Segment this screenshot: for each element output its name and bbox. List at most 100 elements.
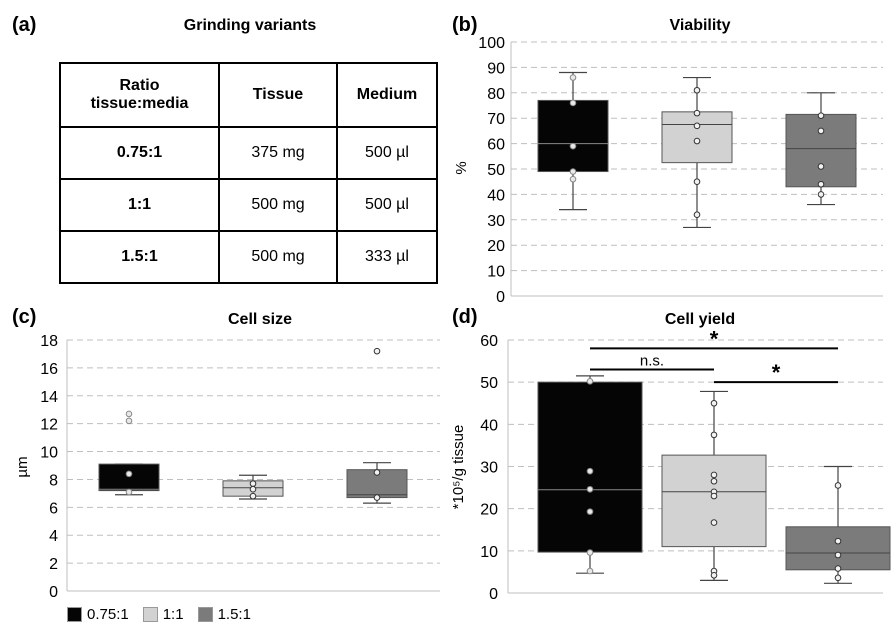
box-rect [661, 111, 733, 164]
data-point [817, 112, 825, 119]
y-tick-label: 60 [480, 333, 498, 350]
table-row: 1.5:1 500 mg 333 µl [59, 230, 438, 284]
panel-a-label: (a) [12, 14, 37, 36]
data-point [249, 480, 257, 487]
legend: 0.75:1 1:1 1.5:1 [67, 606, 265, 623]
table-cell-ratio: 0.75:1 [59, 126, 220, 180]
legend-swatch [67, 607, 82, 622]
panel-c-label: (c) [12, 306, 37, 328]
data-point [586, 549, 594, 556]
table-header-tissue: Tissue [218, 62, 338, 128]
y-tick-label: 20 [487, 238, 505, 255]
y-tick-label: 0 [496, 289, 505, 306]
data-point [693, 178, 701, 185]
data-point [710, 519, 718, 526]
data-point [693, 137, 701, 145]
table-row: 1:1 500 mg 500 µl [59, 178, 438, 232]
y-tick-label: 40 [480, 417, 498, 434]
panel-a-title: Grinding variants [183, 17, 317, 34]
data-point [125, 410, 133, 418]
y-tick-label: 100 [478, 35, 505, 52]
y-tick-label: 0 [49, 584, 58, 601]
table-header-ratio: Ratio tissue:media [59, 62, 220, 128]
box-rect [98, 463, 160, 492]
box-0.75:1 [98, 410, 160, 496]
data-point [710, 571, 718, 579]
y-tick-label: 14 [40, 389, 58, 406]
data-point [249, 485, 257, 493]
legend-label: 1:1 [162, 606, 184, 623]
data-point [710, 399, 718, 407]
data-point [710, 477, 718, 485]
box-0.75:1 [537, 71, 609, 211]
box-1:1 [222, 474, 284, 500]
box-rect [661, 454, 767, 548]
y-tick-label: 90 [487, 60, 505, 77]
table-row: 0.75:1 375 mg 500 µl [59, 126, 438, 180]
panel-b-label: (b) [452, 14, 478, 36]
data-point [569, 175, 577, 183]
table-cell-ratio: 1.5:1 [59, 230, 220, 284]
data-point [125, 488, 133, 496]
table-cell-medium: 500 µl [336, 178, 438, 232]
y-tick-label: 70 [487, 111, 505, 128]
data-point [693, 122, 701, 130]
y-tick-label: 10 [480, 544, 498, 561]
data-point [569, 142, 577, 150]
chart-c-title: Cell size [227, 311, 293, 328]
box-1:1 [661, 390, 767, 581]
data-point [373, 347, 381, 355]
data-point [834, 551, 842, 559]
table-header-medium: Medium [336, 62, 438, 128]
chart-b-title: Viability [669, 17, 731, 34]
data-point [125, 417, 133, 425]
data-point [834, 537, 842, 545]
data-point [710, 471, 718, 479]
box-0.75:1 [537, 375, 643, 575]
data-point [249, 492, 257, 500]
y-axis-label: % [453, 161, 470, 174]
table-header-row: Ratio tissue:media Tissue Medium [59, 62, 438, 128]
data-point [710, 431, 718, 439]
y-tick-label: 8 [49, 472, 58, 489]
y-tick-label: 40 [487, 187, 505, 204]
data-point [586, 378, 594, 385]
y-tick-label: 30 [487, 213, 505, 230]
legend-swatch [142, 607, 158, 622]
box-1.5:1 [785, 465, 891, 584]
significance-label: * [772, 360, 781, 385]
data-point [693, 109, 701, 117]
chart-d-title: Cell yield [664, 311, 736, 328]
y-axis-label: *10⁵/g tissue [450, 425, 467, 510]
legend-item: 0.75:1 [67, 606, 129, 623]
chart-d: 0 10 20 30 40 50 60 *10⁵/g tissue n.s. * * [450, 326, 891, 603]
data-point [586, 567, 594, 575]
data-point [586, 485, 594, 493]
y-tick-label: 50 [480, 375, 498, 392]
significance-label: n.s. [640, 353, 664, 370]
data-point [125, 470, 133, 478]
legend-swatch [197, 607, 213, 622]
chart-c: 0 2 4 6 8 10 12 14 16 18 µm [14, 333, 440, 601]
data-point [586, 508, 594, 515]
legend-label: 0.75:1 [87, 606, 129, 623]
data-point [373, 494, 381, 501]
y-tick-label: 18 [40, 333, 58, 350]
data-point [834, 574, 842, 582]
data-point [569, 168, 577, 175]
chart-b: 0 10 20 30 40 50 60 70 80 90 100% [453, 35, 883, 306]
legend-item: 1.5:1 [197, 606, 251, 623]
box-1.5:1 [785, 92, 857, 206]
data-point [834, 482, 842, 489]
y-tick-label: 10 [40, 445, 58, 462]
table-cell-tissue: 500 mg [218, 178, 338, 232]
y-tick-label: 6 [49, 500, 58, 517]
box-rect [537, 381, 643, 553]
y-tick-label: 10 [487, 264, 505, 281]
table-cell-medium: 333 µl [336, 230, 438, 284]
y-tick-label: 50 [487, 162, 505, 179]
panel-d-label: (d) [452, 306, 478, 328]
data-point [569, 99, 577, 107]
data-point [817, 180, 825, 188]
